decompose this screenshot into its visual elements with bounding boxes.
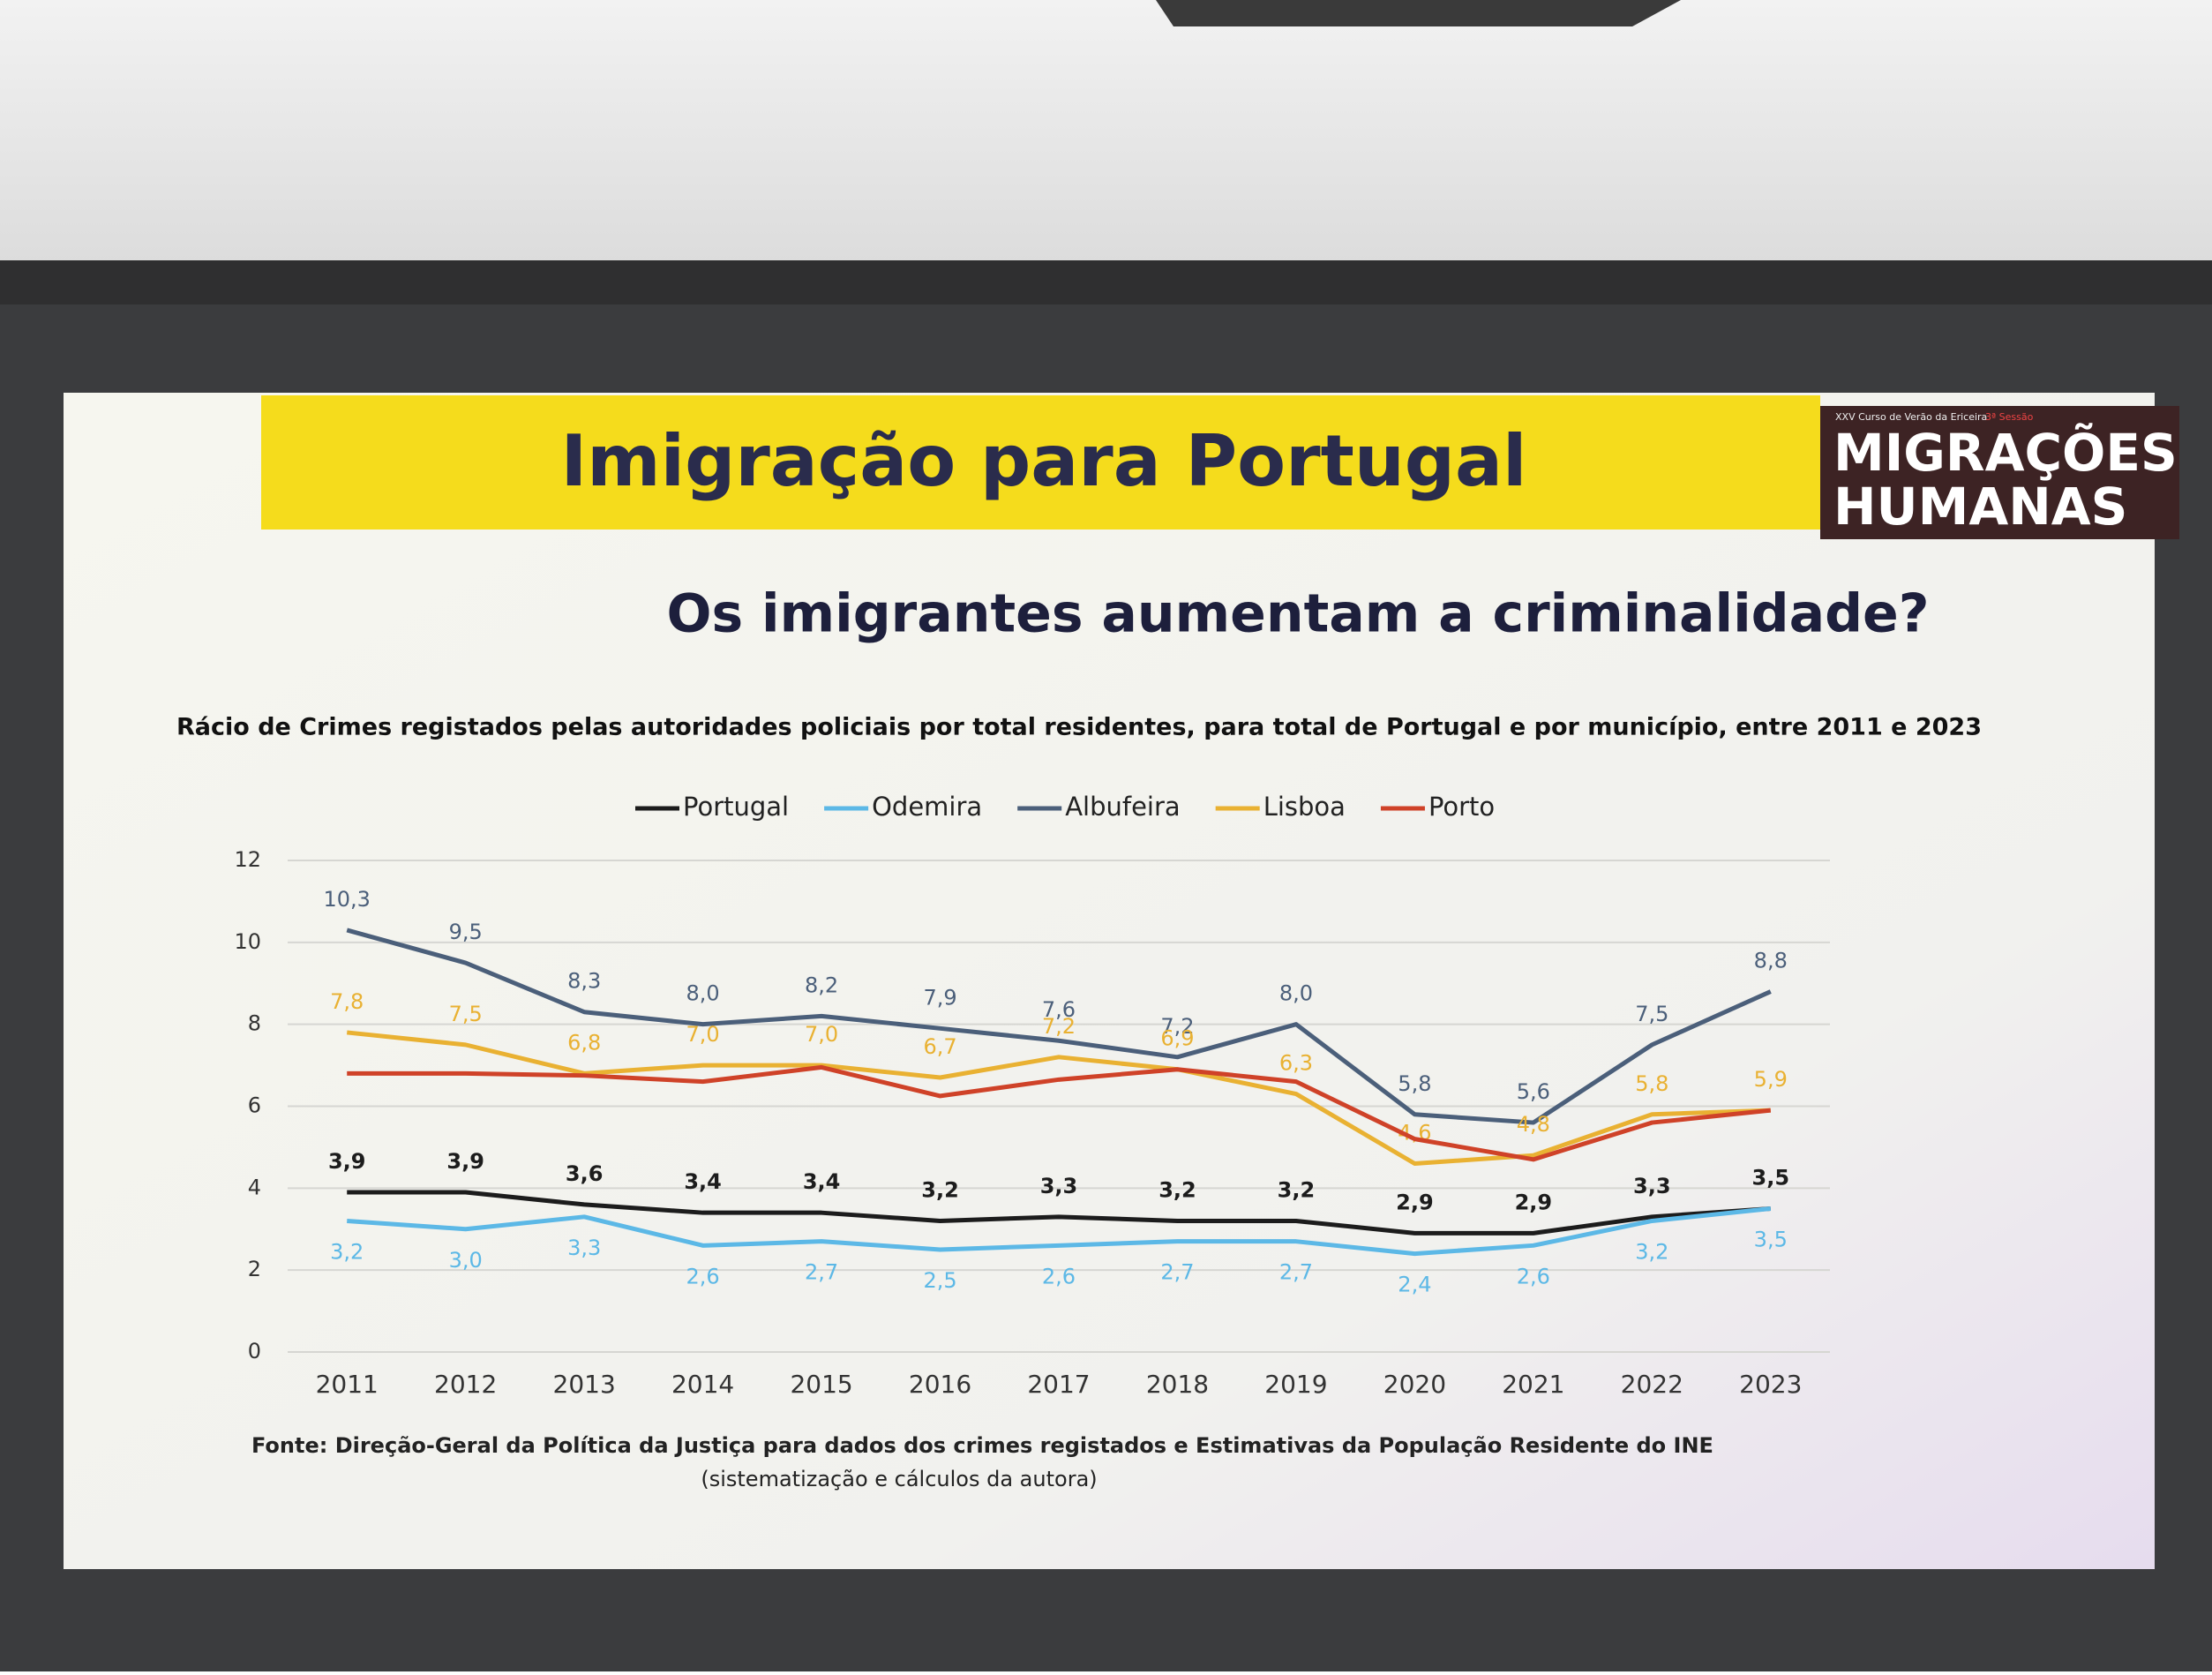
data-label: 7,0 [805,1022,838,1047]
data-label: 3,3 [567,1236,601,1260]
data-label: 9,5 [449,920,483,944]
data-label: 2,9 [1515,1190,1553,1214]
data-label: 7,5 [449,1002,483,1026]
data-label: 6,3 [1279,1051,1313,1076]
data-label: 5,8 [1398,1071,1431,1096]
data-label: 2,7 [805,1260,838,1285]
data-label: 2,6 [1517,1264,1550,1288]
data-label: 3,5 [1754,1228,1788,1252]
x-tick-label: 2011 [316,1370,379,1399]
data-label: 8,0 [1279,981,1313,1006]
data-label: 10,3 [324,887,371,912]
x-tick-label: 2019 [1264,1370,1327,1399]
data-label: 7,8 [330,989,364,1014]
y-tick-label: 6 [248,1093,261,1118]
data-label: 2,9 [1396,1190,1434,1214]
chart-title: Rácio de Crimes registados pelas autorid… [176,714,1982,741]
data-label: 2,6 [1042,1264,1076,1288]
series-line [346,928,1772,1125]
legend-label: Odemira [872,792,982,822]
x-tick-label: 2023 [1739,1370,1802,1399]
data-label: 6,8 [567,1030,601,1055]
data-label: 3,2 [330,1239,364,1264]
data-label: 3,6 [566,1161,604,1186]
slide-title: Imigração para Portugal [561,420,1527,502]
data-label: 7,6 [1042,997,1076,1022]
data-label: 3,2 [921,1177,959,1202]
source: Fonte: Direção-Geral da Política da Just… [251,1433,1713,1458]
x-tick-label: 2018 [1146,1370,1209,1399]
data-label: 5,9 [1754,1067,1788,1092]
series-line [347,1064,1772,1162]
data-label: 8,2 [805,973,838,997]
x-tick-label: 2012 [434,1370,497,1399]
data-label: 3,3 [1633,1174,1671,1198]
data-label: 2,7 [1160,1260,1194,1285]
x-tick-label: 2020 [1383,1370,1446,1399]
y-tick-label: 2 [248,1257,261,1281]
x-tick-label: 2013 [553,1370,616,1399]
data-label: 3,2 [1158,1177,1196,1202]
projector [1156,0,1681,26]
slide-question: Os imigrantes aumentam a criminalidade? [666,583,1929,645]
series-line [347,1190,1771,1236]
data-label: 3,3 [1040,1174,1078,1198]
data-label: 7,0 [686,1022,720,1047]
logo [1820,406,2179,539]
data-label: 3,2 [1635,1239,1668,1264]
data-label: 6,7 [923,1034,956,1059]
x-tick-label: 2022 [1621,1370,1683,1399]
data-label: 5,8 [1635,1071,1668,1096]
y-tick-label: 4 [248,1175,261,1199]
data-label: 3,0 [449,1248,483,1273]
data-label: 2,7 [1279,1260,1313,1285]
x-tick-label: 2016 [909,1370,971,1399]
data-label: 3,2 [1278,1177,1316,1202]
legend-label: Albufeira [1065,792,1181,822]
data-label: 7,2 [1160,1014,1194,1039]
data-label: 8,8 [1754,949,1788,973]
data-label: 7,9 [923,985,956,1010]
data-label: 8,3 [567,969,601,994]
legend-label: Porto [1428,792,1495,822]
x-tick-label: 2017 [1027,1370,1090,1399]
data-label: 3,4 [803,1169,841,1194]
logo-line1: MIGRAÇÕES [1833,422,2178,483]
data-label: 8,0 [686,981,720,1006]
x-tick-label: 2014 [671,1370,734,1399]
y-tick-label: 8 [248,1011,261,1036]
y-tick-label: 10 [234,929,261,954]
source-note: (sistematização e cálculos da autora) [701,1467,1097,1491]
data-label: 3,9 [446,1149,484,1174]
y-tick-label: 0 [248,1339,261,1363]
legend-label: Portugal [683,792,789,822]
data-label: 3,9 [328,1149,366,1174]
data-label: 2,4 [1398,1273,1431,1297]
x-tick-label: 2021 [1502,1370,1564,1399]
logo-caption: XXV Curso de Verão da Ericeira [1835,411,1987,423]
logo-line2: HUMANAS [1833,477,2127,537]
series-line [347,1206,1772,1257]
data-label: 3,4 [684,1169,722,1194]
data-label: 7,5 [1635,1002,1668,1026]
data-label: 2,5 [923,1268,956,1293]
x-tick-label: 2015 [790,1370,852,1399]
data-label: 6,9 [1160,1026,1194,1051]
data-label: 4,8 [1517,1112,1550,1137]
slide [64,393,2155,1569]
data-label: 7,2 [1042,1014,1076,1039]
logo-session: 3ª Sessão [1985,411,2034,423]
data-label: 2,6 [686,1264,720,1288]
wall [0,0,2212,265]
legend-label: Lisboa [1263,792,1346,822]
data-label: 5,6 [1517,1079,1550,1104]
data-label: 3,5 [1752,1166,1790,1191]
title-banner [261,395,1820,530]
y-tick-label: 12 [234,847,261,872]
